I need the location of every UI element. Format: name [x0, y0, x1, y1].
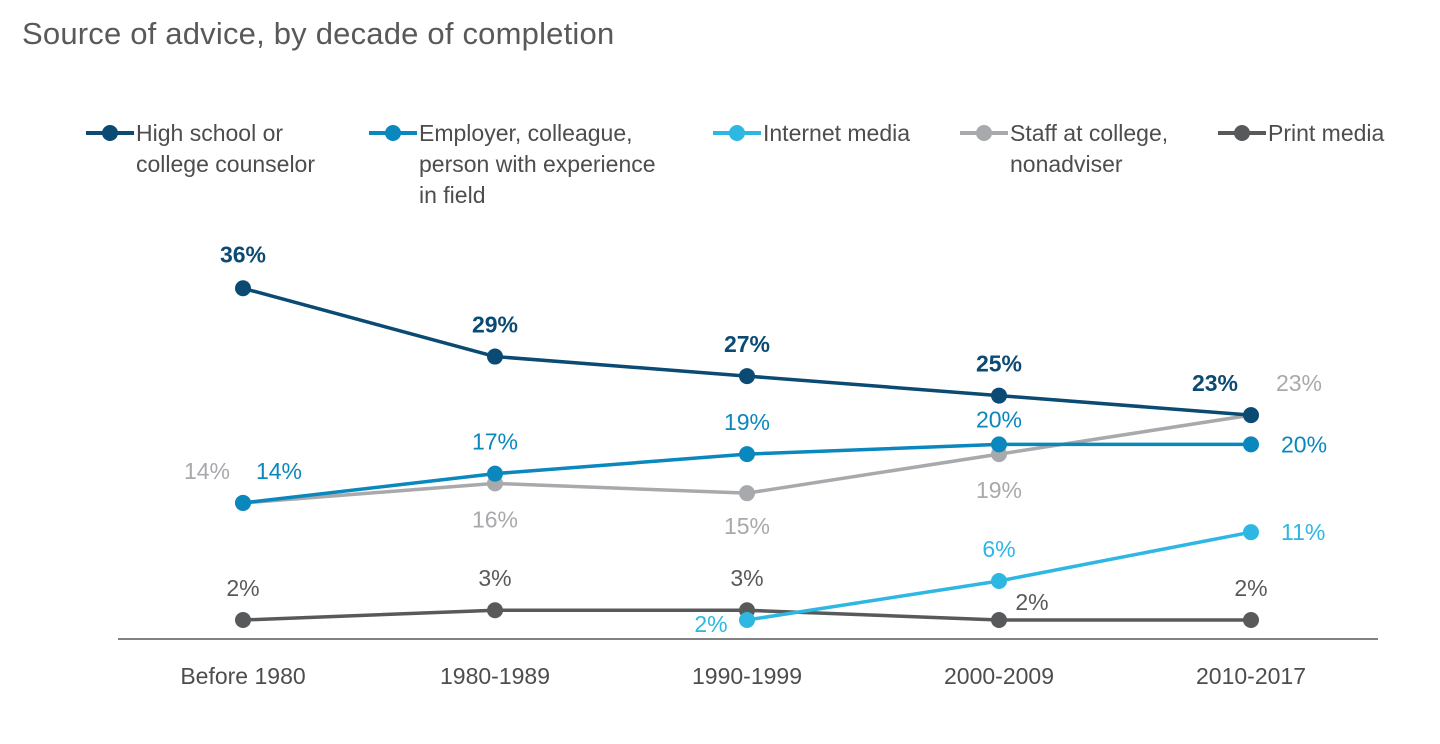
data-label: 19% [724, 409, 770, 435]
data-label: 29% [472, 312, 518, 338]
legend-key-print [1218, 118, 1268, 148]
data-point [487, 348, 503, 365]
data-label: 11% [1281, 519, 1325, 545]
data-point [991, 436, 1007, 453]
data-label: 6% [982, 536, 1015, 562]
data-point [1243, 524, 1259, 541]
data-label: 27% [724, 331, 770, 357]
data-label: 2% [694, 611, 727, 637]
x-tick-label: 1980-1989 [440, 663, 550, 689]
data-point [1243, 612, 1259, 628]
legend-item-staff: Staff at college, nonadviser [960, 118, 1168, 180]
data-label: 3% [730, 565, 763, 591]
data-point [235, 612, 251, 628]
data-point [991, 612, 1007, 628]
data-point [487, 465, 503, 482]
data-label: 2% [226, 575, 259, 601]
data-point [235, 280, 251, 297]
x-tick-label: 1990-1999 [692, 663, 802, 689]
data-point [739, 612, 755, 628]
legend-key-counselor [86, 118, 136, 148]
data-label: 2% [1234, 575, 1267, 601]
data-label: 3% [478, 565, 511, 591]
data-point [739, 485, 755, 502]
data-label: 14% [256, 458, 302, 484]
legend-item-internet: Internet media [713, 118, 910, 149]
data-label: 23% [1192, 370, 1238, 396]
legend-item-print: Print media [1218, 118, 1384, 149]
data-point [1243, 407, 1259, 424]
legend-item-employer: Employer, colleague, person with experie… [369, 118, 656, 211]
data-label: 17% [472, 429, 518, 455]
data-point [487, 602, 503, 619]
data-point [739, 446, 755, 463]
legend-key-staff [960, 118, 1010, 148]
data-label: 15% [724, 513, 770, 539]
legend-item-counselor: High school or college counselor [86, 118, 315, 180]
legend-label-internet: Internet media [763, 120, 911, 146]
data-point [1243, 436, 1259, 453]
legend-label-print: Print media [1268, 120, 1385, 146]
data-label: 36% [220, 241, 266, 267]
data-label: 16% [472, 506, 518, 532]
data-point [235, 494, 251, 511]
x-tick-label: 2000-2009 [944, 663, 1054, 689]
legend-label-staff: Staff at college, nonadviser [1010, 120, 1169, 177]
x-tick-label: Before 1980 [180, 663, 305, 689]
data-point [739, 368, 755, 385]
data-label: 2% [1015, 589, 1048, 615]
data-label: 19% [976, 477, 1022, 503]
data-point [991, 387, 1007, 404]
data-label: 14% [184, 458, 230, 484]
legend-label-employer: Employer, colleague, person with experie… [419, 120, 656, 208]
data-label: 23% [1276, 370, 1322, 396]
data-label: 20% [976, 406, 1022, 432]
data-point [991, 572, 1007, 589]
chart-title: Source of advice, by decade of completio… [22, 16, 615, 51]
legend-key-employer [369, 118, 419, 148]
data-label: 20% [1281, 431, 1327, 457]
x-tick-label: 2010-2017 [1196, 663, 1306, 689]
legend-key-internet [713, 118, 763, 148]
data-label: 25% [976, 351, 1022, 377]
legend-label-counselor: High school or college counselor [136, 120, 316, 177]
